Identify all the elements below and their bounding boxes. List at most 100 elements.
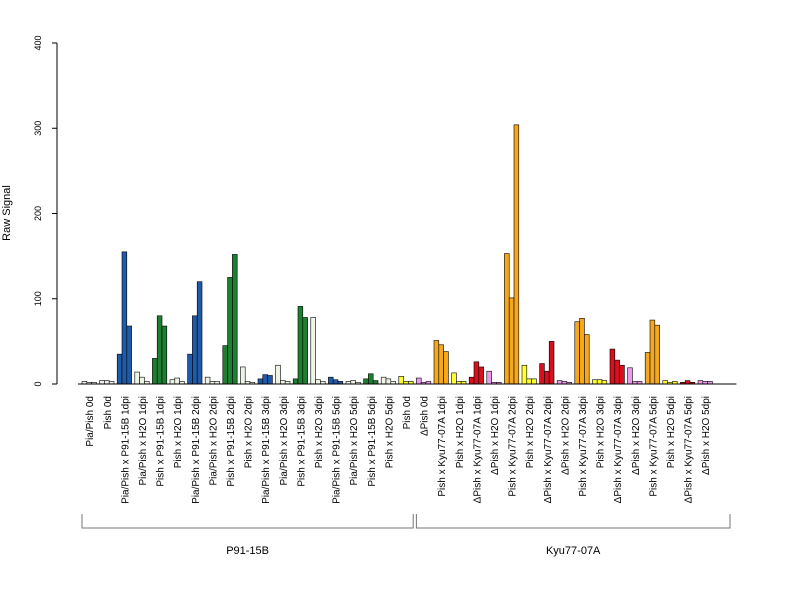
bar	[222, 345, 228, 385]
x-tick-label: ΔPish 0d	[420, 396, 431, 436]
bar	[363, 378, 369, 385]
bar	[161, 325, 168, 385]
bar	[121, 251, 128, 385]
x-tick-label: Pia/Pish 0d	[85, 396, 96, 447]
bar	[596, 379, 603, 385]
bar	[416, 377, 422, 385]
x-tick-label: Pish x P91-15B 5dpi	[367, 396, 378, 487]
x-tick-label: Pia/Pish x P91-15B 3dpi	[261, 396, 272, 504]
bar	[398, 376, 404, 385]
bar	[684, 380, 691, 385]
group-bracket	[415, 514, 731, 529]
y-tick-label: 300	[33, 121, 43, 136]
bar	[280, 380, 286, 385]
bar	[508, 297, 515, 385]
bar	[486, 370, 492, 385]
x-tick-label: Pish x Kyu77-07A 1dpi	[437, 396, 448, 497]
group-label: Kyu77-07A	[546, 545, 601, 557]
x-tick-label: Pish x H2O 2dpi	[525, 396, 536, 468]
bar	[134, 371, 140, 385]
x-tick-label: Pia/Pish x H2O 3dpi	[279, 396, 290, 486]
x-tick-label: ΔPish x H2O 1dpi	[490, 396, 501, 475]
bar	[544, 370, 550, 385]
x-tick-label: Pia/Pish x H2O 5dpi	[349, 396, 360, 486]
bar	[627, 367, 633, 385]
bar	[332, 379, 339, 385]
bar	[192, 315, 198, 385]
bar	[473, 361, 480, 385]
x-tick-label: Pish x H2O 2dpi	[244, 396, 255, 468]
bar	[433, 340, 440, 385]
y-tick-label: 200	[33, 206, 43, 221]
bar	[443, 351, 449, 385]
x-tick-label: ΔPish x H2O 3dpi	[631, 396, 642, 475]
bar	[152, 358, 158, 385]
bar	[227, 277, 233, 385]
group-label: P91-15B	[226, 545, 269, 557]
bar	[257, 378, 264, 385]
bar	[99, 380, 105, 385]
bar	[104, 380, 110, 385]
x-tick-label: ΔPish x H2O 5dpi	[701, 396, 712, 475]
y-tick-label: 100	[33, 291, 43, 306]
y-tick-label: 0	[33, 381, 43, 386]
x-tick-label: Pish x H2O 3dpi	[596, 396, 607, 468]
bar	[169, 379, 176, 385]
bar	[649, 319, 656, 385]
bar	[380, 376, 387, 385]
x-tick-label: ΔPish x Kyu77-07A 5dpi	[684, 396, 695, 503]
x-tick-label: Pish x P91-15B 3dpi	[296, 396, 307, 487]
x-tick-label: Pish x H2O 5dpi	[666, 396, 677, 468]
bar	[513, 124, 520, 385]
bar	[521, 364, 528, 385]
bar	[531, 378, 537, 385]
x-tick-label: Pish 0d	[402, 396, 413, 429]
bar	[614, 359, 620, 385]
bar	[548, 341, 555, 385]
bar	[315, 379, 321, 385]
bar	[451, 372, 457, 385]
bar	[302, 317, 308, 385]
bars	[81, 124, 713, 385]
bar	[139, 376, 145, 385]
group-brackets: P91-15B Kyu77-07A	[81, 514, 731, 557]
y-axis-label: Raw Signal	[1, 185, 13, 241]
x-tick-label: ΔPish x Kyu77-07A 3dpi	[613, 396, 624, 503]
x-tick-label: Pish x Kyu77-07A 2dpi	[508, 396, 519, 497]
bar	[116, 353, 123, 385]
x-tick-label: Pish 0d	[103, 396, 114, 429]
bar	[539, 363, 545, 385]
x-tick-label: Pia/Pish x P91-15B 5dpi	[332, 396, 343, 504]
x-tick-label: Pia/Pish x P91-15B 1dpi	[120, 396, 131, 504]
bar	[310, 317, 316, 385]
bar	[526, 378, 532, 385]
bar	[697, 380, 704, 385]
x-tick-label: Pish x H2O 1dpi	[173, 396, 184, 468]
bar	[275, 364, 281, 385]
bar	[126, 325, 132, 385]
bar	[609, 348, 616, 385]
bar	[297, 306, 304, 385]
x-tick-label: Pia/Pish x P91-15B 2dpi	[191, 396, 202, 504]
bar	[232, 254, 238, 385]
bar	[601, 380, 608, 385]
bar	[328, 376, 334, 385]
x-tick-label: Pia/Pish x H2O 1dpi	[138, 396, 149, 486]
bar	[556, 380, 563, 385]
bar	[592, 379, 598, 385]
bar	[204, 376, 211, 385]
bar	[662, 380, 668, 385]
bar	[468, 376, 475, 385]
bar	[438, 344, 444, 385]
bar	[368, 373, 374, 385]
y-axis: 0 100 200 300 400	[33, 35, 58, 387]
bar	[644, 352, 651, 385]
bar	[574, 321, 580, 385]
y-tick-label: 400	[33, 35, 43, 50]
bar	[478, 366, 484, 385]
x-tick-label: Pish x Kyu77-07A 3dpi	[578, 396, 589, 497]
x-tick-label: Pish x H2O 3dpi	[314, 396, 325, 468]
x-tick-label: ΔPish x H2O 2dpi	[560, 396, 571, 475]
x-tick-label: Pish x H2O 5dpi	[384, 396, 395, 468]
